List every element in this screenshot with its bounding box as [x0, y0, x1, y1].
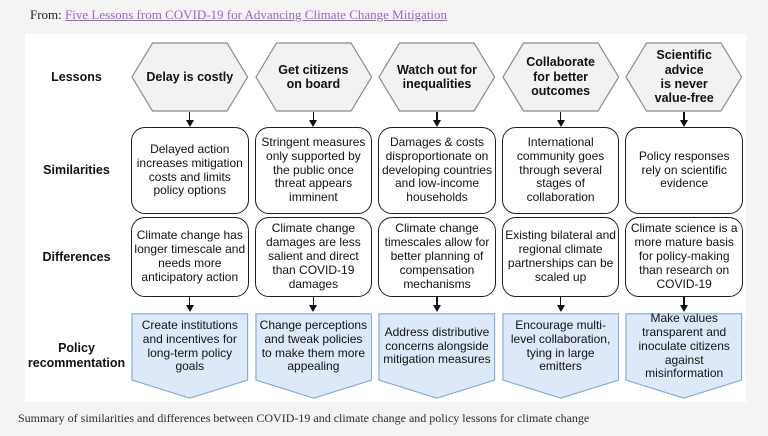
row-label-differences: Differences [42, 249, 111, 264]
spacer [28, 112, 125, 127]
row-label-lessons: Lessons [51, 69, 102, 84]
down-arrow-icon [625, 112, 743, 127]
down-arrow-icon [378, 112, 496, 127]
similarity-box-4: International community goes through sev… [501, 127, 620, 214]
down-arrow-icon [255, 297, 373, 313]
policy-label: Encourage multi-level collaboration, tyi… [510, 317, 611, 374]
row-policy: Policy recommentation Create institution… [27, 310, 743, 399]
figure-caption: Summary of similarities and differences … [18, 411, 590, 425]
down-arrow-icon [131, 112, 249, 127]
row-arrows-bottom [28, 297, 743, 313]
policy-banner-5: Make values transparent and inoculate ci… [625, 310, 743, 399]
hexagon-shape [255, 42, 373, 112]
policy-banner-2: Change perceptions and tweak policies to… [255, 313, 373, 399]
down-arrow-icon [255, 112, 373, 127]
row-label-similarities: Similarities [43, 163, 110, 177]
policy-label: Address distributive concerns alongside … [383, 324, 491, 367]
row-arrows-top [28, 112, 743, 127]
down-arrow-icon [625, 297, 743, 313]
policy-label: Create institutions and incentives for l… [141, 317, 238, 374]
banner-shape [255, 313, 373, 399]
diagram-panel: Lessons Delay is costly Get citizens on … [25, 34, 746, 402]
hexagon-shape [131, 42, 249, 112]
banner-shape [502, 313, 620, 399]
similarity-box-5: Policy responses rely on scientific evid… [625, 127, 743, 214]
policy-label: Change perceptions and tweak policies to… [259, 317, 368, 374]
similarity-box-1: Delayed action increases mitigation cost… [131, 127, 249, 214]
down-arrow-icon [378, 297, 496, 313]
source-link[interactable]: Five Lessons from COVID-19 for Advancing… [65, 7, 448, 22]
similarity-box-2: Stringent measures only supported by the… [254, 127, 373, 214]
down-arrow-icon [131, 297, 249, 313]
hexagon-shape [378, 42, 496, 112]
policy-banner-3: Address distributive concerns alongside … [378, 313, 496, 399]
banner-shape [378, 313, 496, 399]
lesson-hexagon-5: Scientific advice is never value-free [625, 42, 743, 112]
policy-banner-4: Encourage multi-level collaboration, tyi… [502, 313, 620, 399]
policy-label: Make values transparent and inoculate ci… [638, 310, 730, 381]
difference-box-4: Existing bilateral and regional climate … [501, 217, 620, 297]
hexagon-shape [625, 42, 743, 112]
lesson-hexagon-4: Collaborate for better outcomes [502, 42, 620, 112]
lesson-label: Collaborate for better outcomes [526, 55, 595, 99]
source-prefix: From: [30, 7, 62, 22]
down-arrow-icon [502, 112, 620, 127]
difference-box-5: Climate science is a more mature basis f… [625, 217, 743, 297]
lesson-label: Delay is costly [146, 69, 234, 84]
lesson-hexagon-3: Watch out for inequalities [378, 42, 496, 112]
row-similarities: Similarities Delayed action increases mi… [28, 127, 743, 214]
row-lessons: Lessons Delay is costly Get citizens on … [28, 42, 743, 112]
row-differences: Differences Climate change has longer ti… [28, 217, 743, 297]
similarity-box-3: Damages & costs disproportionate on deve… [378, 127, 496, 214]
page-source: From: Five Lessons from COVID-19 for Adv… [30, 7, 447, 23]
lesson-label: Watch out for inequalities [396, 62, 478, 91]
lesson-label: Scientific advice is never value-free [654, 48, 714, 106]
lesson-hexagon-1: Delay is costly [131, 42, 249, 112]
banner-shape [625, 313, 743, 399]
row-label-policy: Policy recommentation [27, 341, 126, 370]
spacer [28, 297, 125, 313]
difference-box-2: Climate change damages are less salient … [254, 217, 373, 297]
down-arrow-icon [502, 297, 620, 313]
difference-box-1: Climate change has longer timescale and … [131, 217, 249, 297]
hexagon-shape [502, 42, 620, 112]
difference-box-3: Climate change timescales allow for bett… [378, 217, 496, 297]
lesson-label: Get citizens on board [278, 62, 349, 91]
banner-shape [131, 313, 249, 399]
policy-banner-1: Create institutions and incentives for l… [131, 313, 249, 399]
lesson-hexagon-2: Get citizens on board [255, 42, 373, 112]
